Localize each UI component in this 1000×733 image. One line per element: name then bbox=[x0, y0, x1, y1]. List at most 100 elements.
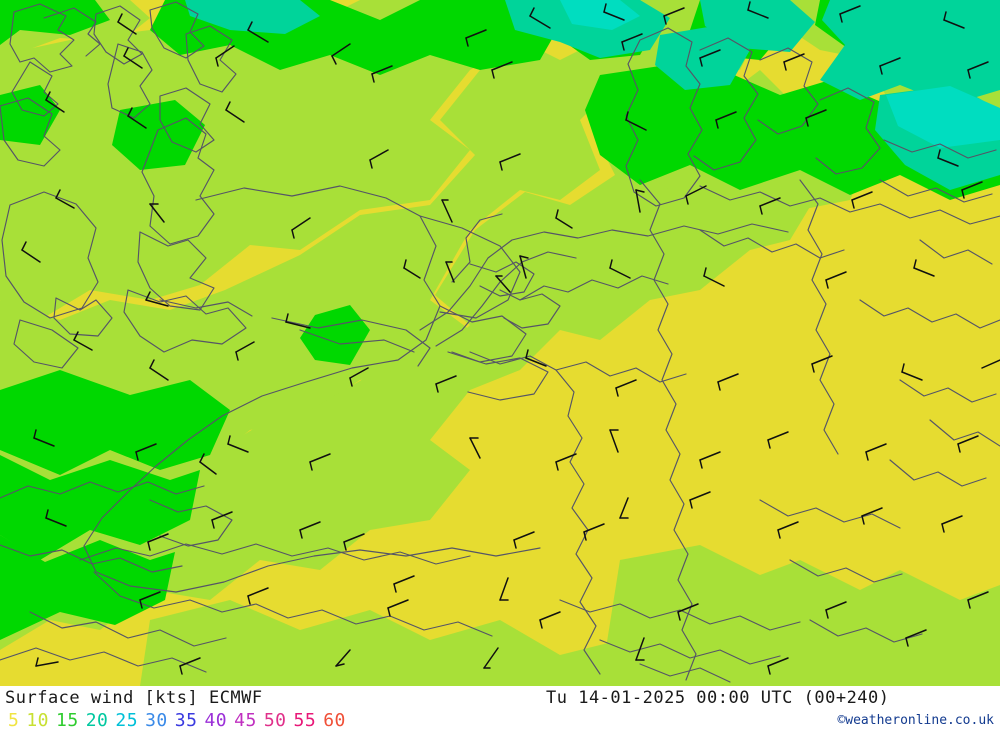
wind-barb bbox=[715, 111, 737, 129]
wind-barb bbox=[135, 443, 157, 461]
wind-barb bbox=[73, 331, 93, 351]
wind-barb bbox=[747, 1, 769, 19]
wind-barb bbox=[967, 591, 989, 609]
wind-barb bbox=[127, 107, 147, 129]
wind-barb bbox=[247, 21, 269, 43]
wind-barb bbox=[621, 33, 643, 51]
wind-barb bbox=[331, 43, 351, 65]
wind-barb bbox=[215, 45, 235, 67]
wind-barb bbox=[635, 637, 645, 661]
wind-barb bbox=[371, 65, 393, 83]
wind-barb-layer bbox=[21, 1, 1000, 675]
wind-barb bbox=[35, 657, 59, 667]
wind-speed-legend: 5 10 15 20 25 30 35 40 45 50 55 60 bbox=[8, 710, 353, 731]
wind-barb bbox=[851, 191, 873, 209]
wind-barb bbox=[235, 341, 255, 361]
legend-entry-50: 50 bbox=[263, 710, 287, 731]
chart-footer: Surface wind [kts] ECMWF Tu 14-01-2025 0… bbox=[0, 686, 1000, 733]
wind-barb bbox=[767, 431, 789, 449]
wind-barb bbox=[861, 507, 883, 525]
wind-barb bbox=[469, 437, 481, 459]
wind-barb bbox=[555, 209, 573, 229]
wind-barb bbox=[777, 521, 799, 539]
wind-barb bbox=[699, 451, 721, 469]
wind-barb bbox=[901, 363, 923, 381]
wind-barb bbox=[45, 91, 65, 113]
surface-wind-map[interactable] bbox=[0, 0, 1000, 686]
wind-barb bbox=[495, 275, 511, 293]
wind-barb bbox=[227, 435, 249, 453]
wind-barb bbox=[335, 649, 351, 667]
wind-barb bbox=[349, 367, 369, 387]
wind-barb bbox=[839, 5, 861, 23]
wind-barb bbox=[937, 149, 959, 167]
wind-barb bbox=[519, 255, 529, 279]
wind-barb bbox=[483, 647, 499, 669]
wind-barb bbox=[805, 109, 827, 127]
wind-barb bbox=[905, 629, 927, 647]
wind-barb bbox=[783, 53, 805, 71]
legend-entry-15: 15 bbox=[56, 710, 79, 731]
legend-entry-55: 55 bbox=[293, 710, 317, 731]
chart-valid-time: Tu 14-01-2025 00:00 UTC (00+240) bbox=[546, 688, 890, 708]
wind-barb bbox=[147, 533, 169, 551]
wind-barb bbox=[879, 57, 901, 75]
wind-barb bbox=[387, 599, 409, 617]
wind-barb bbox=[619, 497, 629, 519]
wind-barb bbox=[699, 49, 721, 67]
wind-barb bbox=[981, 359, 1000, 369]
wind-barb bbox=[309, 453, 331, 471]
wind-barb bbox=[635, 189, 645, 213]
chart-title: Surface wind [kts] ECMWF bbox=[5, 688, 263, 708]
legend-entry-40: 40 bbox=[204, 710, 228, 731]
wind-barb bbox=[435, 375, 457, 393]
wind-barb bbox=[685, 185, 707, 205]
wind-barb bbox=[21, 241, 41, 263]
legend-entry-35: 35 bbox=[174, 710, 198, 731]
wind-barb bbox=[299, 521, 321, 539]
wind-barb bbox=[539, 611, 561, 629]
wind-barb bbox=[33, 429, 55, 447]
wind-barb bbox=[555, 453, 577, 471]
wind-barb bbox=[291, 217, 311, 239]
legend-entry-20: 20 bbox=[85, 710, 109, 731]
wind-barb bbox=[609, 259, 631, 279]
legend-entry-5: 5 bbox=[8, 710, 20, 731]
wind-barb bbox=[941, 515, 963, 533]
wind-barb bbox=[825, 271, 847, 289]
wind-barb bbox=[957, 435, 979, 453]
wind-barb bbox=[499, 153, 521, 171]
wind-barb bbox=[445, 261, 455, 283]
wind-barb bbox=[285, 313, 311, 329]
wind-barb bbox=[913, 259, 935, 277]
wind-barb bbox=[403, 259, 421, 279]
wind-band-25-30-group bbox=[560, 0, 1000, 148]
legend-entry-60: 60 bbox=[323, 710, 346, 731]
copyright-notice[interactable]: ©weatheronline.co.uk bbox=[837, 713, 994, 728]
wind-barb bbox=[767, 657, 789, 675]
map-area[interactable] bbox=[0, 0, 1000, 686]
wind-barb bbox=[825, 601, 847, 619]
wind-barb bbox=[441, 199, 453, 223]
wind-barb bbox=[625, 111, 647, 131]
wind-barb bbox=[117, 13, 137, 35]
wind-barb bbox=[123, 47, 143, 69]
wind-barb bbox=[615, 379, 637, 397]
legend-entry-10: 10 bbox=[26, 710, 50, 731]
wind-barb bbox=[663, 7, 685, 25]
legend-entry-25: 25 bbox=[115, 710, 139, 731]
wind-barb bbox=[583, 523, 605, 541]
wind-barb bbox=[499, 577, 509, 601]
wind-barb bbox=[145, 291, 169, 307]
wind-barb bbox=[513, 531, 535, 549]
wind-barb bbox=[717, 373, 739, 391]
wind-barb bbox=[491, 61, 513, 79]
wind-barb bbox=[943, 11, 965, 29]
wind-barb bbox=[45, 509, 67, 527]
wind-barb bbox=[703, 267, 725, 287]
wind-barb bbox=[211, 511, 233, 529]
wind-barb bbox=[689, 491, 711, 509]
wind-barb bbox=[139, 591, 161, 609]
wind-barb bbox=[199, 453, 217, 475]
wind-barb bbox=[55, 189, 75, 209]
